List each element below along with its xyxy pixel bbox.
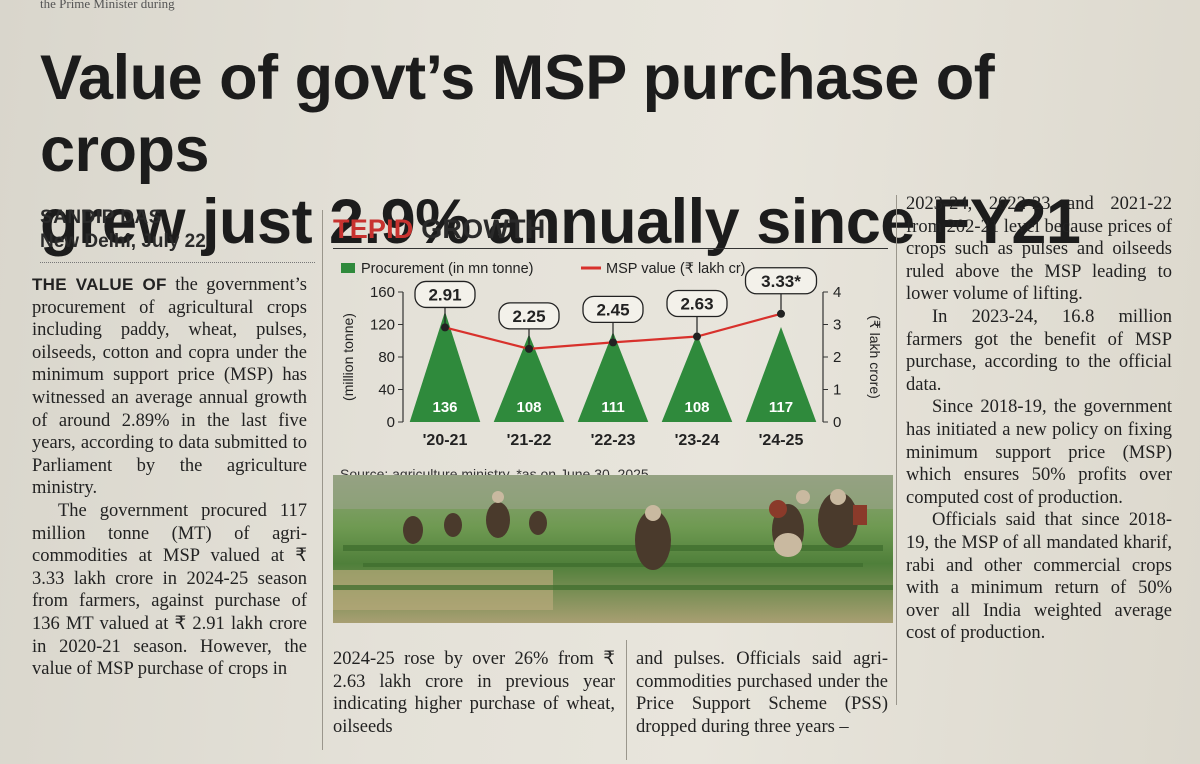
author-name: SANDIP DAS bbox=[40, 207, 162, 228]
article-column-1: THE VALUE OF the government’s procuremen… bbox=[32, 274, 307, 681]
y-tick-label: 80 bbox=[378, 349, 395, 366]
msp-value-label: 2.45 bbox=[596, 300, 629, 319]
article-column-2: 2024-25 rose by over 26% from ₹ 2.63 lak… bbox=[333, 648, 615, 738]
article-paragraph: 2024-25 rose by over 26% from ₹ 2.63 lak… bbox=[333, 649, 615, 737]
article-paragraph: In 2023-24, 16.8 million farmers got the… bbox=[906, 306, 1172, 395]
legend-swatch-procurement bbox=[341, 263, 355, 273]
procurement-bar bbox=[409, 311, 481, 422]
article-column-3: and pulses. Officials said agri-commodit… bbox=[636, 648, 888, 738]
msp-value-callout bbox=[414, 280, 476, 309]
y-tick-label: 0 bbox=[387, 414, 395, 431]
article-paragraph: 2023-24, 2022-23 and 2021-22 from 202-21… bbox=[906, 194, 1172, 305]
headline: Value of govt’s MSP purchase of crops gr… bbox=[40, 42, 1150, 258]
msp-value-callout bbox=[744, 267, 818, 295]
procurement-value-label: 108 bbox=[684, 399, 709, 416]
column-rule bbox=[896, 195, 897, 705]
msp-value-label: 2.91 bbox=[428, 285, 461, 304]
column-rule bbox=[626, 640, 627, 760]
x-tick-label: '24-25 bbox=[759, 432, 804, 449]
article-paragraph: Since 2018-19, the government has initia… bbox=[906, 397, 1172, 508]
msp-value-point bbox=[777, 309, 785, 318]
chart-title-rule bbox=[333, 248, 888, 249]
msp-value-point bbox=[609, 338, 617, 347]
headline-line-2: grew just 2.9% annually since FY21 bbox=[40, 187, 1081, 257]
procurement-chart: Procurement (in mn tonne) MSP value (₹ la… bbox=[340, 261, 883, 449]
procurement-value-label: 108 bbox=[516, 399, 541, 416]
legend-label-msp: MSP value (₹ lakh cr) bbox=[606, 261, 746, 277]
article-paragraph: Officials said that since 2018-19, the M… bbox=[906, 510, 1172, 644]
paddy-field-image bbox=[333, 475, 893, 623]
procurement-bar bbox=[493, 334, 565, 422]
msp-value-point bbox=[693, 332, 701, 341]
msp-value-label: 2.63 bbox=[680, 295, 713, 314]
msp-value-label: 3.33* bbox=[761, 272, 801, 291]
y2-axis-label: (₹ lakh crore) bbox=[867, 315, 883, 399]
article-paragraph: and pulses. Officials said agri-commodit… bbox=[636, 649, 888, 737]
x-tick-label: '22-23 bbox=[591, 432, 636, 449]
article-column-4: 2023-24, 2022-23 and 2021-22 from 202-21… bbox=[906, 193, 1172, 645]
x-tick-label: '20-21 bbox=[423, 432, 468, 449]
procurement-value-label: 111 bbox=[601, 399, 624, 416]
farmers-photo bbox=[333, 475, 893, 623]
y-tick-label: 120 bbox=[370, 317, 395, 334]
procurement-bar bbox=[745, 326, 817, 422]
y2-tick-label: 4 bbox=[833, 284, 841, 301]
y2-tick-label: 0 bbox=[833, 414, 841, 431]
msp-value-point bbox=[525, 344, 533, 353]
headline-line-1: Value of govt’s MSP purchase of crops bbox=[40, 43, 995, 185]
legend-label-procurement: Procurement (in mn tonne) bbox=[361, 261, 533, 277]
chart-title: TEPID GROWTH bbox=[333, 214, 546, 244]
procurement-value-label: 117 bbox=[769, 399, 793, 416]
procurement-value-label: 136 bbox=[432, 399, 457, 416]
x-tick-label: '23-24 bbox=[675, 432, 720, 449]
y2-tick-label: 2 bbox=[833, 349, 841, 366]
msp-value-label: 2.25 bbox=[512, 307, 545, 326]
lead-in: THE VALUE OF bbox=[32, 275, 167, 294]
x-tick-label: '21-22 bbox=[507, 432, 552, 449]
y-tick-label: 160 bbox=[370, 284, 395, 301]
byline: SANDIP DAS New Delhi, July 22 bbox=[40, 206, 320, 254]
procurement-bar bbox=[577, 331, 649, 422]
dateline: New Delhi, July 22 bbox=[40, 231, 206, 252]
y-tick-label: 40 bbox=[378, 382, 395, 399]
article-paragraph: The government procured 117 million tonn… bbox=[32, 500, 307, 680]
msp-value-point bbox=[441, 323, 449, 332]
procurement-bar bbox=[661, 334, 733, 422]
byline-rule bbox=[40, 262, 315, 263]
y-axis-label: (million tonne) bbox=[340, 313, 356, 401]
masthead-fragment: the Prime Minister during bbox=[40, 0, 175, 11]
msp-value-callout bbox=[666, 289, 728, 318]
article-paragraph: THE VALUE OF the government’s procuremen… bbox=[32, 275, 307, 499]
column-rule bbox=[322, 210, 323, 750]
y2-tick-label: 1 bbox=[833, 382, 841, 399]
y2-tick-label: 3 bbox=[833, 317, 841, 334]
